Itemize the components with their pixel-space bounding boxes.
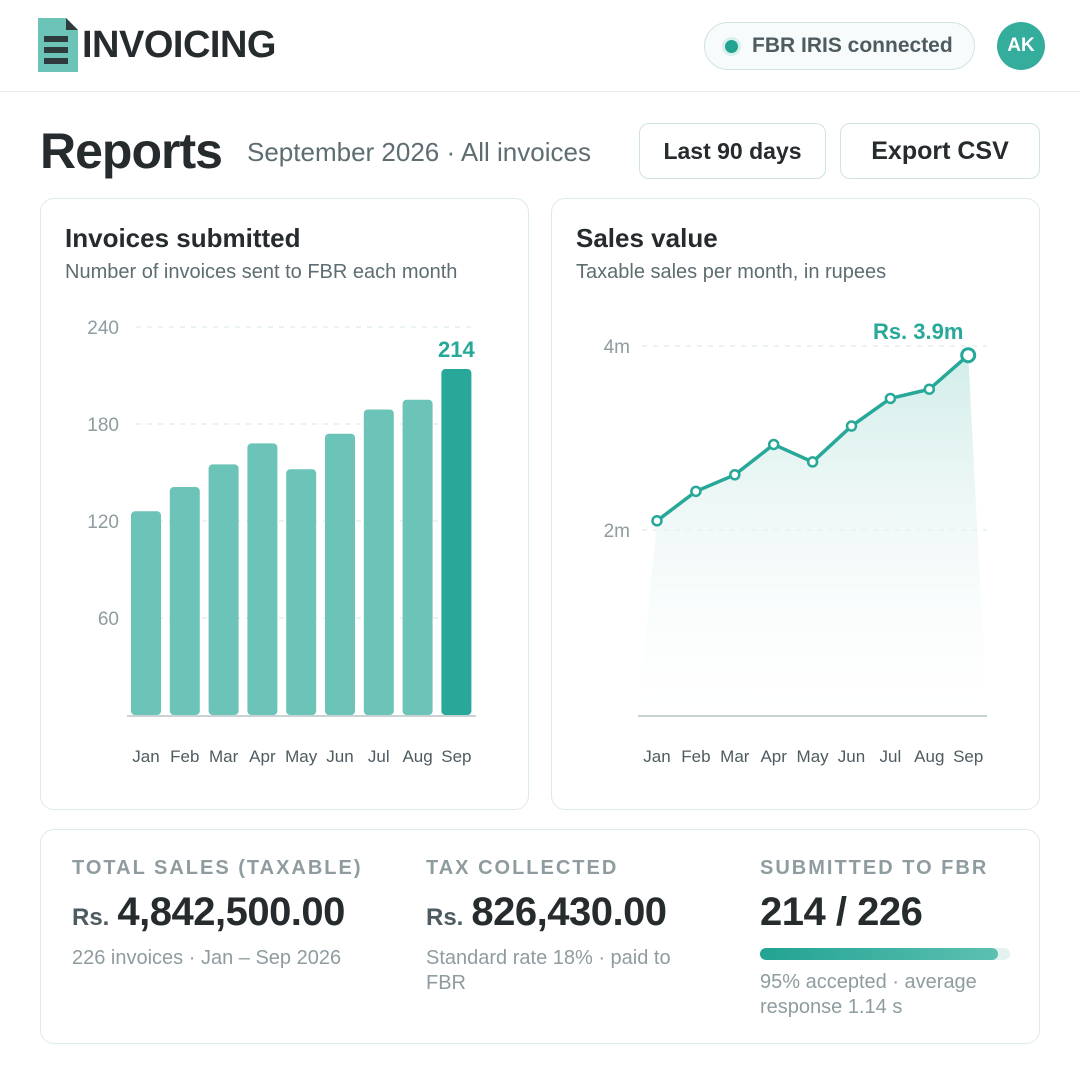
stat-number: 826,430.00 (471, 890, 667, 934)
bar-mar (208, 464, 239, 715)
bar-jan (131, 511, 161, 715)
x-tick-label: Feb (681, 747, 710, 766)
x-tick-label: May (285, 747, 318, 766)
stat-value: 214 / 226 (760, 890, 923, 935)
currency-label: Rs. (72, 904, 110, 931)
invoices-bar-chart: 60 120 180 240 Jan Feb Mar Apr May Jun Jul Aug Sep 21… (87, 318, 476, 766)
bar-jul (363, 409, 394, 715)
card-title: Invoices submitted (65, 223, 301, 253)
stat-label: SUBMITTED TO FBR (760, 857, 989, 879)
y-tick-label: 180 (87, 415, 119, 436)
x-tick-label: Feb (170, 747, 199, 766)
date-range-button[interactable]: Last 90 days (639, 123, 826, 179)
app-name: INVOICING (82, 24, 276, 66)
x-tick-label: Apr (760, 747, 787, 766)
card-subtitle: Taxable sales per month, in rupees (576, 261, 887, 283)
page-subtitle: September 2026 · All invoices (247, 137, 591, 167)
sales-area-chart: 2m 4m Jan Feb Mar Apr May Jun Jul Aug Sep Rs. 3.9m (604, 319, 987, 766)
x-tick-label: Sep (441, 747, 471, 766)
summary-stats-card: TOTAL SALES (TAXABLE) Rs. 4,842,500.00 22… (40, 829, 1040, 1044)
x-tick-label: May (797, 747, 830, 766)
invoices-chart-card: Invoices submitted Number of invoices se… (40, 198, 529, 810)
top-bar: INVOICING FBR IRIS connected AK (0, 0, 1080, 92)
x-tick-label: Mar (209, 747, 239, 766)
y-tick-label: 2m (604, 521, 630, 542)
bar-may (286, 469, 317, 715)
bar-jun (325, 433, 355, 715)
bar-aug (402, 399, 433, 715)
bar-apr (247, 443, 278, 715)
stat-note: 95% accepted · average response 1.14 s (760, 971, 977, 1018)
x-tick-label: Jan (643, 747, 670, 766)
connection-label: FBR IRIS connected (752, 34, 953, 57)
y-tick-label: 60 (98, 609, 119, 630)
bar-sep (441, 369, 472, 715)
highlight-data-label: Rs. 3.9m (873, 319, 964, 344)
stat-number: 4,842,500.00 (117, 890, 345, 934)
document-icon (36, 18, 78, 72)
y-tick-label: 4m (604, 337, 630, 358)
card-title: Sales value (576, 223, 718, 253)
status-dot-icon (725, 39, 738, 53)
stat-label: TAX COLLECTED (426, 857, 619, 879)
y-tick-label: 240 (87, 318, 119, 339)
currency-label: Rs. (426, 904, 464, 931)
point-feb (690, 485, 702, 498)
avatar[interactable]: AK (997, 22, 1045, 70)
point-may (806, 456, 819, 468)
point-apr (767, 438, 780, 451)
stat-value: Rs. 826,430.00 (426, 890, 667, 935)
connection-status[interactable]: FBR IRIS connected (704, 22, 975, 70)
x-tick-label: Aug (914, 747, 944, 766)
stat-note: Standard rate 18% · paid to FBR (426, 947, 671, 994)
x-tick-label: Jul (880, 747, 902, 766)
x-tick-label: Jul (368, 747, 390, 766)
export-csv-button[interactable]: Export CSV (840, 123, 1040, 179)
acceptance-progress-bar (760, 948, 1010, 960)
point-jul (884, 392, 897, 405)
sales-chart-card: Sales value Taxable sales per month, in … (551, 198, 1040, 810)
stat-label: TOTAL SALES (TAXABLE) (72, 857, 363, 879)
point-jan (651, 515, 663, 527)
area-fill (638, 355, 987, 715)
bar-feb (169, 487, 200, 715)
x-tick-label: Jan (132, 747, 159, 766)
stat-number: 214 / 226 (760, 890, 923, 934)
y-tick-label: 120 (87, 512, 119, 533)
x-tick-label: Jun (838, 747, 865, 766)
card-subtitle: Number of invoices sent to FBR each mont… (65, 261, 458, 283)
point-jun (845, 420, 858, 432)
point-aug (923, 383, 936, 395)
stat-note: 226 invoices · Jan – Sep 2026 (72, 947, 342, 969)
page-title: Reports (40, 123, 223, 179)
highlight-data-label: 214 (438, 337, 475, 362)
x-tick-label: Aug (402, 747, 432, 766)
progress-fill (760, 948, 998, 960)
app-logo[interactable]: INVOICING (36, 18, 276, 72)
x-tick-label: Mar (720, 747, 750, 766)
x-tick-label: Jun (326, 747, 353, 766)
x-tick-label: Sep (953, 747, 983, 766)
point-sep (960, 347, 977, 364)
stat-value: Rs. 4,842,500.00 (72, 890, 345, 935)
x-tick-label: Apr (249, 747, 276, 766)
point-mar (729, 469, 741, 481)
